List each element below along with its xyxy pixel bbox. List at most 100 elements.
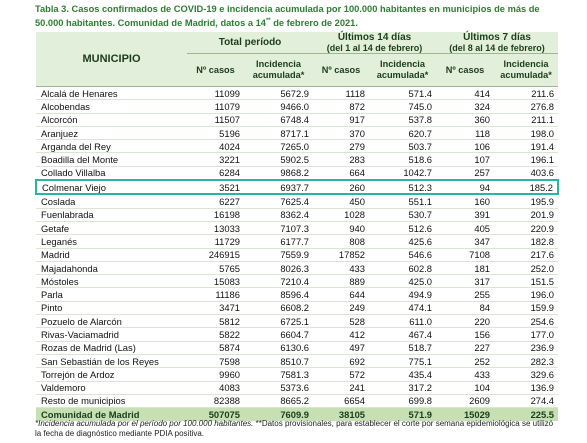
column-header: Nº casos: [436, 53, 495, 87]
value-cell: 252: [436, 354, 495, 369]
value-cell: 317: [436, 274, 495, 289]
value-cell: 17852: [313, 248, 369, 262]
value-cell: 6608.2: [244, 301, 313, 316]
table-row: Getafe 13033 7107.3 940 512.6 405 220.9: [36, 221, 559, 236]
value-cell: 775.1: [369, 354, 437, 369]
value-cell: 177.0: [494, 327, 559, 342]
table-row: Alcobendas 11079 9466.0 872 745.0 324 276.8: [36, 99, 559, 114]
table-row: Collado Villalba 6284 9868.2 664 1042.7 257 40…: [36, 166, 559, 181]
total-value-cell: 15029: [436, 407, 495, 422]
value-cell: 249: [313, 301, 369, 316]
value-cell: 518.6: [369, 152, 437, 167]
value-cell: 414: [436, 86, 495, 101]
value-cell: 220.9: [494, 221, 559, 236]
value-cell: 5672.9: [244, 86, 313, 101]
table-body: Alcalá de Henares 11099 5672.9 1118 571.4 414…: [35, 86, 560, 409]
value-cell: 6725.1: [244, 314, 313, 329]
value-cell: 324: [436, 99, 495, 114]
total-value-cell: 7609.9: [244, 407, 313, 422]
municipality-cell: Pozuelo de Alarcón: [36, 314, 187, 329]
value-cell: 7210.4: [244, 274, 313, 289]
municipality-cell: Alcalá de Henares: [36, 86, 187, 101]
municipality-cell: Resto de municipios: [36, 394, 187, 409]
header-subtext: (del 1 al 14 de febrero): [326, 43, 423, 53]
value-cell: 512.6: [369, 221, 437, 236]
value-cell: 7107.3: [244, 221, 313, 236]
table-row: Resto de municipios 82388 8665.2 6654 699.8 2…: [36, 394, 559, 409]
municipality-cell: Valdemoro: [36, 381, 187, 395]
value-cell: 664: [313, 166, 369, 181]
value-cell: 8717.1: [244, 126, 313, 141]
column-header: Nº casos: [313, 53, 369, 87]
value-cell: 503.7: [369, 139, 437, 154]
title-text: de febrero de 2021.: [270, 18, 358, 29]
municipality-cell: Torrejón de Ardoz: [36, 367, 187, 382]
value-cell: 11507: [187, 113, 244, 127]
value-cell: 474.1: [369, 301, 437, 316]
table-row: Pozuelo de Alarcón 5812 6725.1 528 611.0 220 2…: [36, 314, 559, 329]
value-cell: 6937.7: [244, 179, 313, 196]
value-cell: 7598: [187, 354, 244, 369]
value-cell: 620.7: [369, 126, 437, 141]
value-cell: 191.4: [494, 139, 559, 154]
value-cell: 181: [436, 261, 495, 276]
value-cell: 546.6: [369, 248, 437, 262]
value-cell: 917: [313, 113, 369, 127]
table-row: Torrejón de Ardoz 9960 7581.3 572 435.4 433 32…: [36, 367, 559, 382]
value-cell: 528: [313, 314, 369, 329]
value-cell: 82388: [187, 394, 244, 409]
value-cell: 6177.7: [244, 234, 313, 249]
value-cell: 4083: [187, 381, 244, 395]
value-cell: 405: [436, 221, 495, 236]
header-row: Nº casos Incidencia acumulada* Nº casos Inc…: [36, 53, 559, 87]
value-cell: 276.8: [494, 99, 559, 114]
value-cell: 6604.7: [244, 327, 313, 342]
value-cell: 1118: [313, 86, 369, 101]
value-cell: 412: [313, 327, 369, 342]
value-cell: 236.9: [494, 341, 559, 355]
value-cell: 255: [436, 287, 495, 302]
municipality-cell: Rivas-Vaciamadrid: [36, 327, 187, 342]
municipality-cell: Boadilla del Monte: [36, 152, 187, 167]
value-cell: 872: [313, 99, 369, 114]
value-cell: 279: [313, 139, 369, 154]
value-cell: 9868.2: [244, 166, 313, 181]
header-cell: Últimos 7 días (del 8 al 14 de febrero): [436, 32, 559, 54]
value-cell: 6748.4: [244, 113, 313, 127]
table-row: Leganés 11729 6177.7 808 425.6 347 182.8: [36, 234, 559, 249]
value-cell: 602.8: [369, 261, 437, 276]
value-cell: 7581.3: [244, 367, 313, 382]
value-cell: 260: [313, 179, 369, 196]
value-cell: 274.4: [494, 394, 559, 409]
municipality-cell: Parla: [36, 287, 187, 302]
value-cell: 425.0: [369, 274, 437, 289]
municipality-cell: Fuenlabrada: [36, 208, 187, 222]
header-text: Últimos 7 días: [463, 32, 531, 43]
value-cell: 136.9: [494, 381, 559, 395]
value-cell: 2609: [436, 394, 495, 409]
value-cell: 467.4: [369, 327, 437, 342]
table-row: Alcorcón 11507 6748.4 917 537.8 360 211.1: [36, 113, 559, 127]
value-cell: 16198: [187, 208, 244, 222]
value-cell: 220: [436, 314, 495, 329]
value-cell: 3221: [187, 152, 244, 167]
table-row: Colmenar Viejo 3521 6937.7 260 512.3 94 185.2: [35, 179, 560, 196]
municipality-cell: Leganés: [36, 234, 187, 249]
table-row: Madrid 246915 7559.9 17852 546.6 7108 217.6: [36, 248, 559, 262]
table-row: Valdemoro 4083 5373.6 241 317.2 104 136.9: [36, 381, 559, 395]
value-cell: 450: [313, 194, 369, 209]
total-value-cell: 225.5: [494, 407, 559, 422]
header-cell: Últimos 14 días (del 1 al 14 de febrero): [313, 32, 437, 54]
value-cell: 201.9: [494, 208, 559, 222]
value-cell: 347: [436, 234, 495, 249]
value-cell: 195.9: [494, 194, 559, 209]
title-superscript: **: [265, 18, 271, 24]
value-cell: 537.8: [369, 113, 437, 127]
value-cell: 8362.4: [244, 208, 313, 222]
value-cell: 241: [313, 381, 369, 395]
municipality-cell: Pinto: [36, 301, 187, 316]
municipality-cell: Madrid: [36, 248, 187, 262]
table-row: Pinto 3471 6608.2 249 474.1 84 159.9: [36, 301, 559, 316]
value-cell: 889: [313, 274, 369, 289]
